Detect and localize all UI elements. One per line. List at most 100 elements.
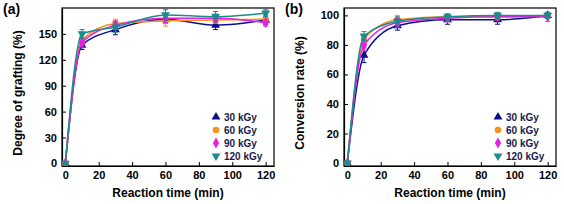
legend-entry: 120 kGy (494, 151, 545, 162)
data-point (493, 13, 502, 21)
data-point (443, 14, 452, 22)
x-axis: 020406080100120 (63, 162, 276, 181)
legend: 30 kGy 60 kGy 90 kGy 120 kGy (494, 112, 545, 162)
legend-label: 60 kGy (224, 125, 257, 136)
y-axis-line (62, 9, 63, 167)
y-tick: 40 (327, 98, 348, 110)
y-tick: 20 (327, 128, 348, 140)
legend-entry: 60 kGy (213, 125, 258, 136)
y-axis-line (344, 9, 345, 167)
x-axis-title: Reaction time (min) (112, 186, 223, 200)
figure: 0204060801001200306090120150Reaction tim… (0, 0, 564, 204)
panel-label: (a) (3, 1, 20, 17)
legend-marker (495, 138, 501, 149)
legend-marker (212, 112, 221, 120)
legend-label: 120 kGy (224, 151, 263, 162)
y-tick-label: 80 (327, 39, 339, 51)
x-tick-label: 0 (63, 169, 69, 181)
y-tick: 150 (39, 28, 66, 40)
x-tick: 100 (224, 162, 242, 181)
y-axis-title: Degree of grafting (%) (11, 30, 25, 155)
y-tick-mark (344, 134, 348, 135)
panel: 0204060801001200306090120150Reaction tim… (3, 1, 275, 200)
x-tick: 80 (475, 162, 487, 181)
x-tick-mark (99, 162, 100, 166)
data-point (78, 31, 87, 39)
y-tick-label: 60 (45, 106, 57, 118)
x-tick-mark (481, 162, 482, 166)
x-tick: 20 (375, 162, 387, 181)
data-point (161, 12, 170, 20)
data-point (360, 33, 369, 41)
y-tick: 80 (327, 39, 348, 51)
y-tick-mark (62, 34, 66, 35)
x-axis: 0 20 40 60 80 100 120 (345, 162, 558, 181)
legend-label: 90 kGy (506, 138, 539, 149)
y-tick-label: 100 (321, 9, 339, 21)
series-line (65, 18, 265, 163)
x-tick: 120 (257, 162, 275, 181)
plot-frame (62, 8, 274, 166)
legend-entry: 30 kGy (494, 112, 540, 123)
x-axis-line (345, 166, 557, 167)
x-tick-mark (514, 162, 515, 166)
y-tick-label: 0 (333, 157, 339, 169)
y-tick: 30 (45, 132, 66, 144)
x-tick: 60 (160, 162, 172, 181)
y-tick-mark (62, 112, 66, 113)
legend-marker (494, 112, 503, 120)
panel-label: (b) (285, 1, 303, 17)
x-tick-label: 0 (345, 169, 351, 181)
x-tick: 40 (126, 162, 138, 181)
legend-entry: 90 kGy (213, 138, 257, 149)
series-line (347, 15, 547, 163)
legend-entry: 90 kGy (495, 138, 539, 149)
x-tick-label: 60 (442, 169, 454, 181)
x-tick-mark (165, 162, 166, 166)
x-tick: 40 (408, 162, 420, 181)
series-line (65, 13, 265, 163)
legend-label: 120 kGy (506, 151, 545, 162)
y-tick-label: 0 (51, 157, 57, 169)
y-tick: 120 (39, 54, 66, 66)
y-tick: 60 (45, 106, 66, 118)
plot-frame (344, 8, 556, 166)
series-line (65, 19, 265, 163)
panel: 020406080100120020406080100Reaction time… (285, 1, 557, 200)
data-point (543, 13, 552, 21)
x-tick-mark (132, 162, 133, 166)
legend: 30 kGy 60 kGy 90 kGy 120 kGy (212, 112, 263, 162)
y-tick-mark (344, 45, 348, 46)
x-tick: 20 (93, 162, 105, 181)
y-axis-title: Conversion rate (%) (293, 36, 307, 149)
plot-area (344, 10, 552, 166)
legend-label: 90 kGy (224, 138, 257, 149)
legend-marker (494, 153, 503, 161)
legend-marker (213, 127, 220, 134)
y-tick: 60 (327, 68, 348, 80)
x-tick-label: 100 (224, 169, 242, 181)
x-tick-label: 40 (126, 169, 138, 181)
x-tick-mark (381, 162, 382, 166)
x-tick-mark (548, 162, 549, 166)
plot-area (62, 10, 270, 166)
y-tick-mark (344, 15, 348, 16)
legend-label: 30 kGy (224, 112, 257, 123)
x-tick: 100 (506, 162, 524, 181)
legend-label: 60 kGy (506, 125, 539, 136)
y-tick: 100 (321, 9, 348, 21)
y-axis: 0 20 40 60 80 100 (321, 9, 348, 170)
y-tick-mark (344, 74, 348, 75)
data-point (211, 14, 220, 22)
x-tick: 120 (539, 162, 557, 181)
y-tick-mark (344, 104, 348, 105)
x-tick-mark (199, 162, 200, 166)
data-point (111, 24, 120, 32)
y-tick-mark (62, 60, 66, 61)
y-tick-label: 40 (327, 98, 339, 110)
data-point (344, 160, 352, 166)
x-tick-mark (414, 162, 415, 166)
data-point (261, 11, 270, 19)
legend-label: 30 kGy (506, 112, 539, 123)
legend-entry: 120 kGy (212, 151, 263, 162)
